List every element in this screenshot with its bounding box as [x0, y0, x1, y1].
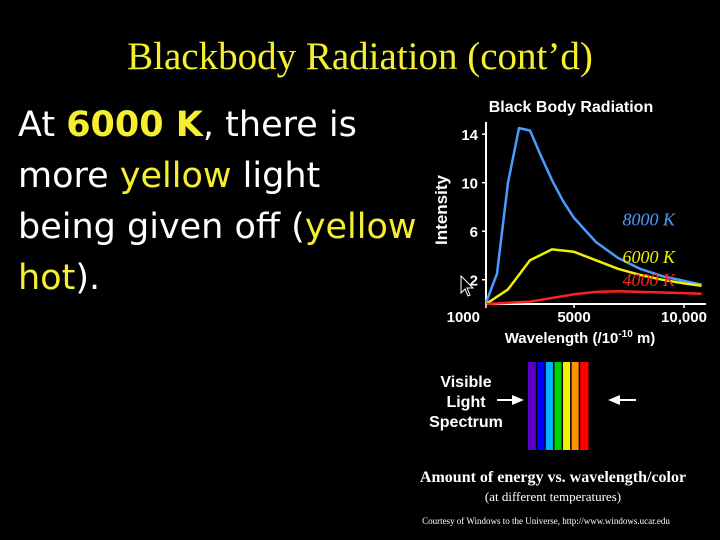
bullet-yellow-hot: yellow hot	[18, 207, 417, 298]
x-tick-label: 10,000	[661, 309, 707, 326]
bullet-part: light being given off (	[18, 156, 321, 247]
y-tick-label: 14	[461, 127, 478, 144]
x-axis-label-main: Wavelength (/10	[505, 330, 619, 347]
chart-title: Black Body Radiation	[489, 99, 653, 116]
series-line-1	[484, 126, 702, 304]
y-tick-label: 6	[470, 224, 478, 241]
spectrum-band	[536, 362, 546, 450]
x-axis-label-unit: m)	[633, 330, 656, 347]
spectrum-label-line: Light	[446, 394, 486, 411]
x-tick-label: 5000	[557, 309, 590, 326]
credit-line: Courtesy of Windows to the Universe, htt…	[422, 516, 670, 526]
spectrum-band	[579, 362, 589, 450]
arrow-left-head-icon	[608, 395, 620, 405]
bullet-temperature: 6000 K	[66, 105, 203, 145]
spectrum-band	[570, 362, 580, 450]
caption-sub: (at different temperatures)	[484, 489, 622, 504]
spectrum-band	[528, 362, 538, 450]
bullet-part: At	[18, 105, 67, 145]
x-axis-label: Wavelength (/10-10 m)	[505, 329, 656, 347]
bullet-part: , there is more	[18, 105, 357, 196]
bullet-text: At 6000 K, there is more yellow light be…	[18, 100, 418, 304]
spectrum-band	[553, 362, 563, 450]
series-line-3	[485, 290, 702, 306]
spectrum-band	[562, 362, 572, 450]
spectrum-band	[545, 362, 555, 450]
caption-main: Amount of energy vs. wavelength/color	[419, 469, 687, 486]
y-tick-label: 2	[470, 273, 478, 290]
visible-spectrum: Visible Light Spectrum	[429, 362, 636, 450]
series-label-2: 6000 K	[623, 247, 677, 267]
slide-title: Blackbody Radiation (cont’d)	[127, 35, 593, 78]
x-axis-label-exponent: -10	[618, 329, 633, 340]
spectrum-label-line: Visible	[440, 374, 491, 391]
x-tick-label: 1000	[447, 309, 480, 326]
spectrum-label-line: Spectrum	[429, 414, 503, 431]
series-label-3: 4000 K	[623, 270, 677, 290]
y-axis-label: Intensity	[432, 175, 451, 245]
series-line-2	[485, 248, 702, 306]
series-label-1: 8000 K	[623, 210, 677, 230]
cursor-arrow-icon	[460, 274, 475, 297]
arrow-right-head-icon	[512, 395, 524, 405]
y-tick-label: 10	[461, 176, 478, 193]
bullet-yellow: yellow	[119, 156, 232, 196]
bullet-part: ).	[75, 258, 101, 298]
